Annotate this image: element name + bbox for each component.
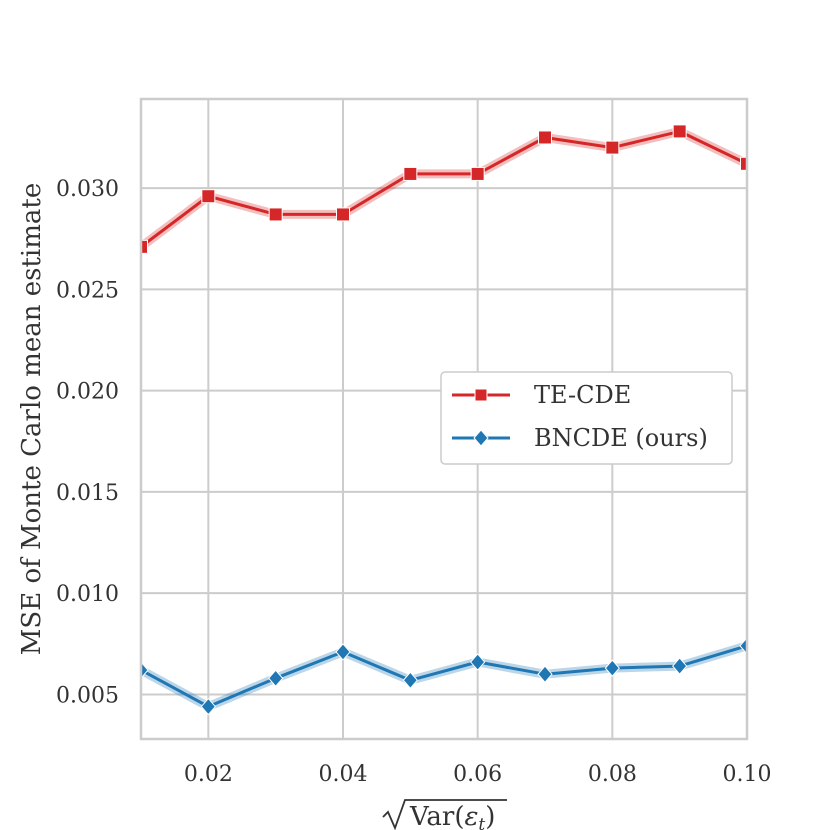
legend-frame [440, 371, 733, 465]
data-point-diamond [537, 665, 553, 683]
series-te-cde [141, 124, 747, 254]
data-point-square [268, 207, 283, 222]
x-tick-label: 0.10 [723, 762, 772, 787]
data-point-diamond [604, 659, 620, 677]
x-axis-label: Var(εt) [382, 799, 507, 830]
data-point-square [605, 140, 620, 155]
data-point-square [538, 130, 552, 145]
legend-entry-te-cde: TE-CDE [452, 381, 631, 409]
x-tick-label: 0.08 [588, 762, 637, 787]
y-tick-label: 0.025 [56, 278, 119, 303]
data-point-diamond [268, 669, 284, 687]
data-point-diamond [335, 643, 351, 661]
tick-labels: 0.02 0.04 0.06 0.08 0.10 0.005 0.010 0.015 0.020… [56, 177, 771, 787]
data-point-diamond [739, 637, 747, 655]
y-tick-label: 0.015 [56, 481, 119, 506]
series-line [141, 129, 747, 248]
data-point-diamond [402, 671, 418, 690]
y-tick-label: 0.030 [56, 177, 119, 202]
data-point-diamond [672, 657, 688, 675]
data-point-square [403, 166, 418, 181]
data-point-diamond [141, 661, 149, 679]
plot-frame [139, 97, 749, 741]
y-tick-label: 0.005 [56, 683, 119, 708]
x-tick-label: 0.02 [184, 762, 233, 787]
series-line [141, 644, 747, 709]
data-point-diamond [200, 697, 216, 716]
x-tick-label: 0.06 [453, 762, 502, 787]
sqrt-symbol [382, 799, 507, 830]
data-point-diamond [470, 653, 486, 671]
data-point-square [740, 156, 747, 171]
data-point-square [336, 207, 350, 222]
series-bncde [141, 637, 747, 716]
data-point-square [672, 124, 687, 139]
legend-marker-diamond [473, 429, 489, 447]
y-tick-label: 0.010 [56, 582, 119, 607]
data-point-square [201, 189, 216, 204]
legend-label-te-cde: TE-CDE [534, 381, 631, 409]
y-axis-label: MSE of Monte Carlo mean estimate [17, 183, 47, 655]
legend-marker-square [474, 388, 488, 402]
series-layer [141, 124, 747, 716]
data-point-square [141, 239, 148, 254]
y-tick-label: 0.020 [56, 380, 119, 405]
legend-entry-bncde: BNCDE (ours) [452, 424, 708, 452]
x-axis-label-text: Var(εt) [409, 802, 495, 830]
data-point-square [470, 166, 485, 181]
legend: TE-CDE BNCDE (ours) [440, 371, 733, 465]
legend-label-bncde: BNCDE (ours) [534, 424, 708, 452]
x-tick-label: 0.04 [319, 762, 368, 787]
